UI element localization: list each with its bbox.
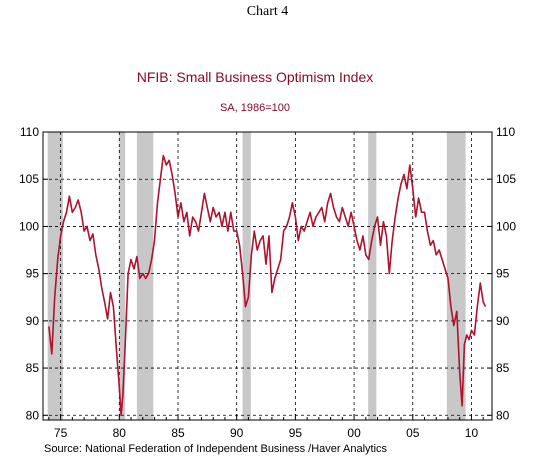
x-tick-label-00: 00 <box>347 426 361 440</box>
chart-subtitle: SA, 1986=100 <box>220 102 290 114</box>
y-tick-label-left-95: 95 <box>26 267 40 281</box>
y-tick-label-right-90: 90 <box>496 314 510 328</box>
y-tick-label-right-95: 95 <box>496 267 510 281</box>
y-tick-label-right-85: 85 <box>496 361 510 375</box>
x-tick-label-10: 10 <box>465 426 479 440</box>
y-tick-label-left-80: 80 <box>26 408 40 422</box>
recession-band-3 <box>242 132 251 420</box>
y-tick-label-right-100: 100 <box>496 219 516 233</box>
series-line-0 <box>48 154 487 417</box>
grid <box>43 132 492 420</box>
x-tick-label-80: 80 <box>113 426 127 440</box>
series-layer <box>48 154 487 417</box>
recession-shading <box>47 132 466 420</box>
y-tick-label-right-80: 80 <box>496 408 510 422</box>
y-tick-label-left-110: 110 <box>20 125 39 139</box>
x-tick-label-90: 90 <box>230 426 244 440</box>
x-tick-label-75: 75 <box>54 426 68 440</box>
chart-title: NFIB: Small Business Optimism Index <box>137 69 374 85</box>
recession-band-1 <box>119 132 126 420</box>
chart-caption: Chart 4 <box>246 4 289 19</box>
plot-frame <box>42 131 493 421</box>
source-note: Source: National Federation of Independe… <box>44 443 388 455</box>
x-tick-label-95: 95 <box>289 426 303 440</box>
recession-band-5 <box>446 132 466 420</box>
y-tick-label-left-100: 100 <box>19 219 39 233</box>
y-tick-label-left-90: 90 <box>26 314 40 328</box>
recession-band-4 <box>368 132 377 420</box>
y-tick-label-right-110: 110 <box>496 125 515 139</box>
y-tick-label-left-105: 105 <box>19 172 39 186</box>
y-tick-label-left-85: 85 <box>26 361 40 375</box>
axes: 80 80 85 85 90 90 95 95 100 100 105 105 110 110 75 80 85… <box>19 125 516 440</box>
y-tick-label-right-105: 105 <box>496 172 516 186</box>
x-tick-label-05: 05 <box>406 426 420 440</box>
x-tick-label-85: 85 <box>171 426 185 440</box>
